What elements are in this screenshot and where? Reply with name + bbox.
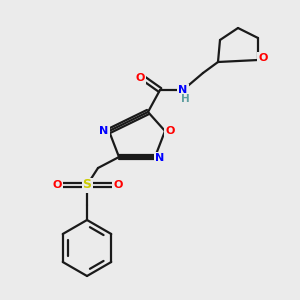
Text: N: N (155, 153, 165, 163)
Text: O: O (113, 180, 123, 190)
Text: N: N (99, 126, 109, 136)
Text: N: N (178, 85, 188, 95)
Text: O: O (52, 180, 62, 190)
Text: O: O (135, 73, 145, 83)
Text: S: S (82, 178, 91, 191)
Text: H: H (181, 94, 189, 104)
Text: O: O (258, 53, 268, 63)
Text: O: O (165, 126, 175, 136)
